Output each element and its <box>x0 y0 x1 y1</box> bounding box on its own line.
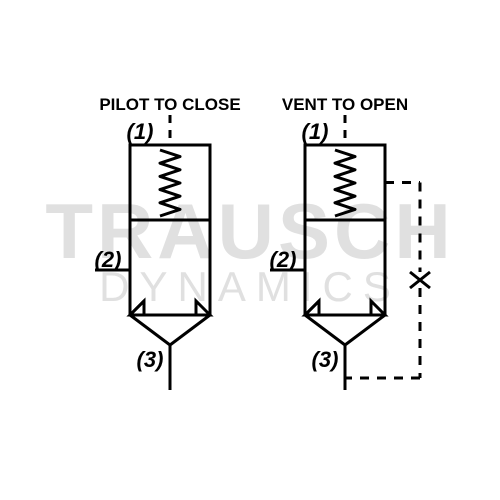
hydraulic-schematic <box>0 0 500 500</box>
port-3-label: (3) <box>137 347 164 373</box>
valve-title-vent-to-open: VENT TO OPEN <box>282 95 408 115</box>
port-1-label: (1) <box>127 119 154 145</box>
port-2-label: (2) <box>95 247 122 273</box>
port-2-label: (2) <box>270 247 297 273</box>
valve-title-pilot-to-close: PILOT TO CLOSE <box>99 95 240 115</box>
port-1-label: (1) <box>302 119 329 145</box>
port-3-label: (3) <box>312 347 339 373</box>
